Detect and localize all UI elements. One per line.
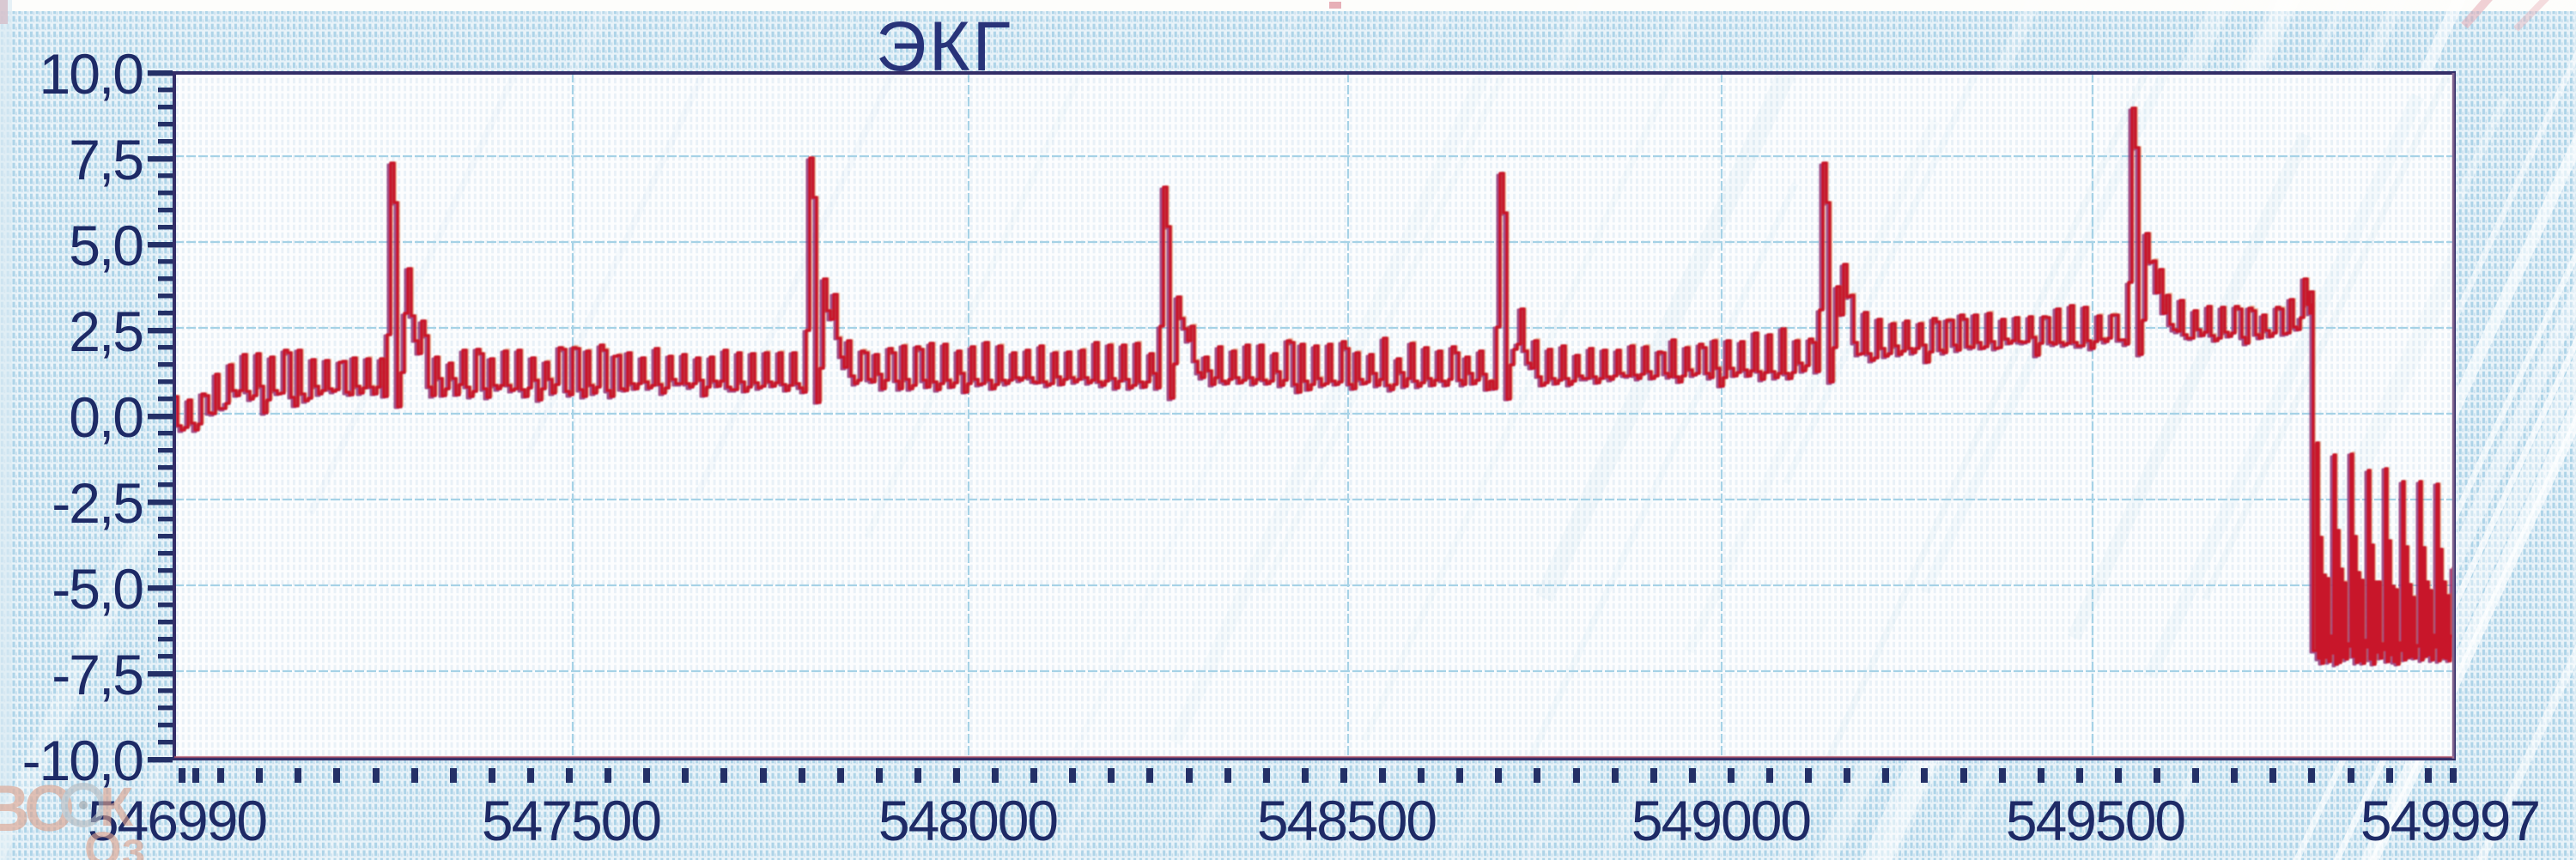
svg-text:548000: 548000 (878, 789, 1058, 852)
svg-text:Оз: Оз (84, 821, 145, 860)
svg-text:548500: 548500 (1257, 789, 1437, 852)
svg-text:10,0: 10,0 (39, 42, 143, 106)
svg-text:0,0: 0,0 (69, 385, 143, 449)
svg-text:546990: 546990 (88, 789, 267, 852)
svg-text:549000: 549000 (1631, 789, 1811, 852)
svg-text:549500: 549500 (2006, 789, 2185, 852)
svg-text:2,5: 2,5 (69, 300, 143, 363)
svg-text:-5,0: -5,0 (52, 557, 143, 621)
svg-text:-2,5: -2,5 (52, 471, 143, 535)
svg-text:547500: 547500 (482, 789, 661, 852)
svg-text:5,0: 5,0 (69, 214, 143, 277)
svg-text:-10,0: -10,0 (22, 729, 143, 792)
svg-text:ЭКГ: ЭКГ (876, 8, 1013, 86)
svg-text:-7,5: -7,5 (52, 643, 143, 706)
svg-text:К: К (100, 776, 134, 838)
svg-text:7,5: 7,5 (69, 128, 143, 191)
svg-text:549997: 549997 (2360, 789, 2539, 852)
